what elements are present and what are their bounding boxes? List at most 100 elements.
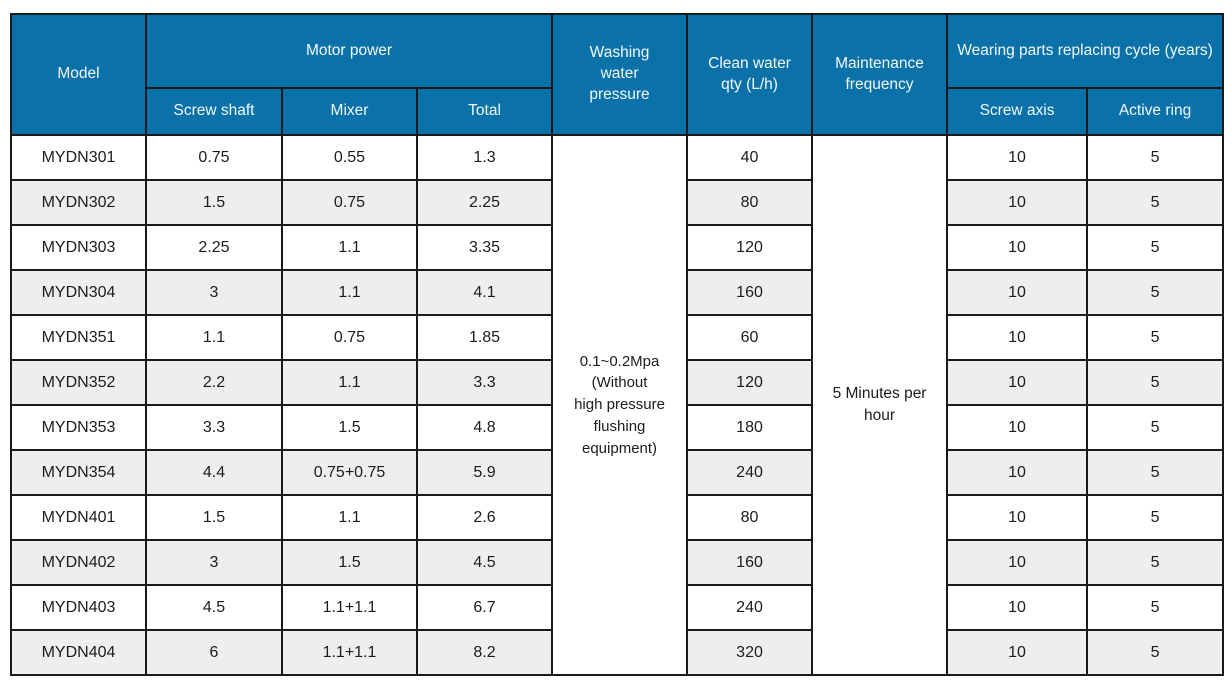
cell-screw-shaft: 6 — [145, 629, 283, 676]
table-row: MYDN303 2.25 1.1 3.35 120 10 5 — [10, 224, 1225, 271]
cell-total: 8.2 — [415, 629, 554, 676]
cell-maintenance-frequency: 5 Minutes per hour — [811, 134, 949, 676]
table-row: MYDN402 3 1.5 4.5 160 10 5 — [10, 539, 1225, 586]
cell-active-ring: 5 — [1086, 224, 1225, 271]
col-header-maintenance-frequency: Maintenance frequency — [811, 13, 949, 136]
cell-model: MYDN354 — [10, 449, 147, 496]
cell-model: MYDN351 — [10, 314, 147, 361]
cell-clean-water-qty: 120 — [686, 224, 814, 271]
cell-mixer: 1.5 — [281, 404, 418, 451]
cell-model: MYDN401 — [10, 494, 147, 541]
cell-screw-shaft: 2.2 — [145, 359, 283, 406]
table-row: MYDN353 3.3 1.5 4.8 180 10 5 — [10, 404, 1225, 451]
cell-screw-shaft: 4.4 — [145, 449, 283, 496]
cell-mixer: 1.1 — [281, 494, 418, 541]
table-row: MYDN404 6 1.1+1.1 8.2 320 10 5 — [10, 629, 1225, 676]
spec-table: Model Motor power Washing water pressure… — [10, 13, 1225, 676]
cell-clean-water-qty: 40 — [686, 134, 814, 181]
table-row: MYDN352 2.2 1.1 3.3 120 10 5 — [10, 359, 1225, 406]
cell-mixer: 1.1 — [281, 269, 418, 316]
cell-active-ring: 5 — [1086, 629, 1225, 676]
cell-total: 4.8 — [415, 404, 554, 451]
cell-total: 3.3 — [415, 359, 554, 406]
cell-mixer: 1.5 — [281, 539, 418, 586]
cell-screw-axis: 10 — [946, 629, 1089, 676]
cell-screw-axis: 10 — [946, 134, 1089, 181]
cell-screw-shaft: 3.3 — [145, 404, 283, 451]
cell-total: 4.1 — [415, 269, 554, 316]
col-header-mixer: Mixer — [281, 87, 418, 136]
cell-mixer: 0.55 — [281, 134, 418, 181]
table-body: MYDN301 0.75 0.55 1.3 0.1~0.2Mpa (Without hi… — [10, 134, 1225, 676]
cell-screw-shaft: 2.25 — [145, 224, 283, 271]
cell-clean-water-qty: 80 — [686, 494, 814, 541]
cell-mixer: 1.1 — [281, 224, 418, 271]
cell-clean-water-qty: 320 — [686, 629, 814, 676]
cell-model: MYDN352 — [10, 359, 147, 406]
cell-active-ring: 5 — [1086, 494, 1225, 541]
cell-active-ring: 5 — [1086, 269, 1225, 316]
cell-screw-axis: 10 — [946, 224, 1089, 271]
cell-active-ring: 5 — [1086, 584, 1225, 631]
cell-model: MYDN402 — [10, 539, 147, 586]
cell-screw-shaft: 1.1 — [145, 314, 283, 361]
col-header-total: Total — [415, 87, 554, 136]
cell-model: MYDN304 — [10, 269, 147, 316]
table-row: MYDN351 1.1 0.75 1.85 60 10 5 — [10, 314, 1225, 361]
cell-screw-shaft: 1.5 — [145, 179, 283, 226]
table-row: MYDN301 0.75 0.55 1.3 0.1~0.2Mpa (Without hi… — [10, 134, 1225, 676]
cell-clean-water-qty: 60 — [686, 314, 814, 361]
cell-screw-shaft: 0.75 — [145, 134, 283, 181]
cell-model: MYDN303 — [10, 224, 147, 271]
cell-screw-axis: 10 — [946, 269, 1089, 316]
col-header-screw-shaft: Screw shaft — [145, 87, 283, 136]
cell-model: MYDN301 — [10, 134, 147, 181]
cell-total: 2.6 — [415, 494, 554, 541]
cell-total: 2.25 — [415, 179, 554, 226]
cell-screw-axis: 10 — [946, 494, 1089, 541]
cell-mixer: 1.1+1.1 — [281, 629, 418, 676]
col-header-motor-power: Motor power — [144, 13, 554, 89]
cell-model: MYDN403 — [10, 584, 147, 631]
cell-screw-axis: 10 — [946, 404, 1089, 451]
cell-clean-water-qty: 160 — [686, 269, 814, 316]
cell-screw-axis: 10 — [946, 584, 1089, 631]
cell-washing-water-pressure: 0.1~0.2Mpa (Without high pressure flushi… — [551, 134, 689, 676]
cell-mixer: 1.1+1.1 — [281, 584, 418, 631]
cell-mixer: 0.75 — [281, 179, 418, 226]
cell-screw-axis: 10 — [946, 539, 1089, 586]
table-row: MYDN354 4.4 0.75+0.75 5.9 240 10 5 — [10, 449, 1225, 496]
cell-mixer: 0.75 — [281, 314, 418, 361]
cell-mixer: 0.75+0.75 — [281, 449, 418, 496]
table-row: MYDN302 1.5 0.75 2.25 80 10 5 — [10, 179, 1225, 226]
cell-mixer: 1.1 — [281, 359, 418, 406]
cell-total: 1.85 — [415, 314, 554, 361]
cell-screw-axis: 10 — [946, 314, 1089, 361]
cell-active-ring: 5 — [1086, 539, 1225, 586]
col-header-model: Model — [10, 13, 147, 136]
table-header: Model Motor power Washing water pressure… — [10, 13, 1225, 136]
cell-screw-axis: 10 — [946, 359, 1089, 406]
cell-clean-water-qty: 240 — [686, 449, 814, 496]
cell-total: 1.3 — [415, 134, 554, 181]
cell-screw-shaft: 3 — [145, 269, 283, 316]
table-row: MYDN403 4.5 1.1+1.1 6.7 240 10 5 — [10, 584, 1225, 631]
cell-active-ring: 5 — [1086, 359, 1225, 406]
col-header-wearing-parts-cycle: Wearing parts replacing cycle (years) — [946, 13, 1225, 89]
cell-screw-axis: 10 — [946, 449, 1089, 496]
cell-screw-axis: 10 — [946, 179, 1089, 226]
cell-model: MYDN353 — [10, 404, 147, 451]
cell-model: MYDN404 — [10, 629, 147, 676]
col-header-active-ring: Active ring — [1086, 87, 1225, 136]
cell-clean-water-qty: 160 — [686, 539, 814, 586]
col-header-clean-water-qty: Clean water qty (L/h) — [686, 13, 814, 136]
cell-clean-water-qty: 120 — [686, 359, 814, 406]
cell-active-ring: 5 — [1086, 314, 1225, 361]
table-row: MYDN401 1.5 1.1 2.6 80 10 5 — [10, 494, 1225, 541]
cell-clean-water-qty: 240 — [686, 584, 814, 631]
cell-total: 5.9 — [415, 449, 554, 496]
cell-clean-water-qty: 80 — [686, 179, 814, 226]
col-header-screw-axis: Screw axis — [946, 87, 1089, 136]
cell-active-ring: 5 — [1086, 179, 1225, 226]
